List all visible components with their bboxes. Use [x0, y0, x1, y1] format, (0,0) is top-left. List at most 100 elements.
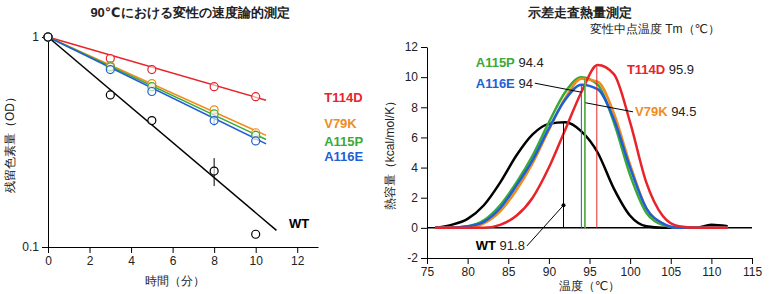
kinetics-chart: 90℃における変性の速度論的測定残留色素量（OD）時間（分）0246810120…	[3, 5, 364, 288]
tick-mark	[421, 77, 427, 78]
series-name: T114D	[627, 62, 665, 77]
tick: 10	[405, 70, 427, 84]
tm-label: A115P 94.4	[476, 55, 544, 70]
tick-mark	[671, 258, 672, 264]
tick-mark	[752, 258, 753, 264]
series-name: WT	[476, 238, 496, 253]
x-axis-title: 温度（℃）	[559, 279, 620, 293]
series-label: A115P	[324, 134, 363, 149]
tick-mark	[630, 258, 631, 264]
data-point	[210, 83, 218, 91]
data-point	[148, 66, 156, 74]
series-label: T114D	[324, 90, 362, 105]
tick-mark	[549, 258, 550, 264]
tick-label: 8	[211, 254, 218, 268]
tick: 10	[250, 247, 264, 268]
tick-mark	[42, 247, 48, 248]
tick-mark	[468, 258, 469, 264]
tick-label: 8	[411, 101, 418, 115]
series-label: A116E	[324, 149, 363, 164]
leader-line	[535, 83, 582, 92]
series-name: V79K	[635, 104, 668, 119]
tick: 0.1	[22, 240, 48, 254]
tick-label: 105	[661, 265, 681, 279]
tick-label: 12	[291, 254, 305, 268]
y-axis-line	[48, 38, 49, 248]
y-axis-title: 残留色素量（OD）	[3, 91, 17, 193]
tick: 115	[743, 258, 762, 279]
tick: 12	[291, 247, 305, 268]
tm-value: 94.4	[515, 55, 544, 70]
y-axis: 0.11	[22, 30, 48, 254]
dsc-chart: 示差走査熱量測定変性中点温度 Tm（℃）熱容量（kcal/mol/K）温度（℃）…	[383, 5, 762, 293]
tick-label: 2	[411, 191, 418, 205]
y-axis-line	[427, 48, 428, 259]
annotation: 変性中点温度 Tm（℃）	[590, 22, 720, 36]
tick-mark	[214, 247, 215, 253]
data-point	[252, 137, 260, 145]
data-point	[148, 117, 156, 125]
tick-label: 80	[461, 265, 475, 279]
tick-mark	[131, 247, 132, 253]
tick: 4	[128, 247, 135, 268]
tick: 105	[661, 258, 681, 279]
tick-mark	[421, 47, 427, 48]
tm-value: 94.5	[668, 104, 697, 119]
data-point	[210, 167, 218, 175]
series-label: V79K	[324, 116, 357, 131]
data-point	[106, 66, 114, 74]
x-axis: 7580859095100105110115	[421, 258, 763, 279]
data-point	[252, 230, 260, 238]
tick-label: 4	[128, 254, 135, 268]
tick-mark	[297, 247, 298, 253]
tick: 2	[411, 191, 427, 205]
data-point	[44, 33, 52, 41]
chart-title: 90℃における変性の速度論的測定	[90, 5, 289, 20]
tick-mark	[421, 258, 427, 259]
data-point	[44, 33, 52, 41]
tick-mark	[421, 168, 427, 169]
tick-label: 115	[743, 265, 762, 279]
tick-label: 4	[411, 161, 418, 175]
dsc-curve	[435, 85, 728, 228]
y-axis-title: 熱容量（kcal/mol/K）	[383, 95, 397, 210]
data-point	[106, 91, 114, 99]
tick-label: 110	[702, 265, 721, 279]
tick: 6	[411, 131, 427, 145]
tick-label: 0.1	[22, 240, 39, 254]
data-point	[44, 33, 52, 41]
data-point	[44, 33, 52, 41]
tick-mark	[421, 137, 427, 138]
data-point	[44, 33, 52, 41]
tick-mark	[90, 247, 91, 253]
tick-mark	[421, 228, 427, 229]
x-axis-title: 時間（分）	[145, 274, 205, 288]
x-axis: 024681012	[45, 247, 318, 268]
tick-label: 6	[170, 254, 177, 268]
data-point	[252, 93, 260, 101]
tick: 0	[45, 247, 52, 268]
x-axis-line	[49, 247, 319, 248]
leader-line	[527, 205, 564, 246]
chart-canvas: 90℃における変性の速度論的測定残留色素量（OD） 時間（分） 0 2 4 6 8 10 12 0…	[0, 0, 770, 294]
tick-label: 100	[621, 265, 641, 279]
tick-label: 10	[405, 70, 419, 84]
tm-value: 91.8	[496, 238, 525, 253]
tick-mark	[421, 107, 427, 108]
tick-mark	[508, 258, 509, 264]
tick-label: 75	[421, 265, 435, 279]
tm-label: V79K 94.5	[635, 104, 696, 119]
tick: 8	[211, 247, 218, 268]
tick-mark	[256, 247, 257, 253]
tm-line	[581, 85, 582, 228]
tm-line	[584, 79, 585, 228]
tm-line	[563, 123, 564, 228]
tick-mark	[173, 247, 174, 253]
tm-value: 95.9	[665, 62, 694, 77]
tick: 8	[411, 101, 427, 115]
tick-label: 12	[405, 40, 419, 54]
tm-label: A116E 94	[476, 76, 533, 91]
plot-area	[435, 65, 728, 228]
tick-mark	[711, 258, 712, 264]
tick: 0	[411, 221, 427, 235]
